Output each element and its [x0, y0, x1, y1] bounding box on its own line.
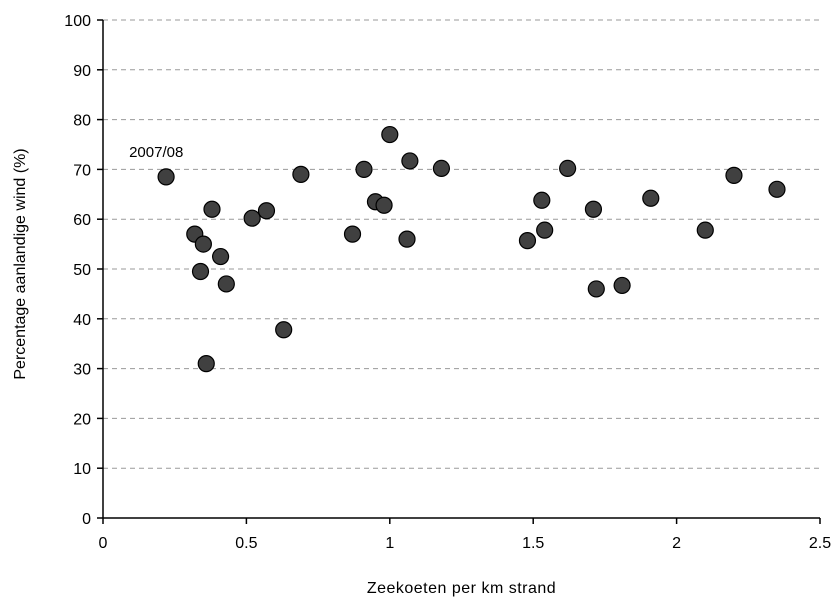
x-tick-label: 0 — [99, 535, 108, 552]
data-point — [343, 225, 362, 243]
annotations: 2007/08 — [129, 144, 183, 161]
x-axis-title: Zeekoeten per km strand — [367, 580, 556, 597]
data-point — [211, 247, 230, 266]
x-tick-label: 2.5 — [809, 535, 831, 552]
data-point — [197, 355, 215, 373]
x-tick-label: 2 — [672, 535, 681, 552]
y-tick-label: 0 — [82, 511, 91, 528]
y-tick-label: 40 — [73, 312, 91, 329]
data-point — [275, 321, 293, 339]
data-point — [157, 168, 175, 186]
data-point — [533, 191, 551, 209]
data-point — [292, 165, 310, 183]
y-tick-label: 100 — [64, 13, 91, 30]
data-point — [355, 160, 373, 178]
data-point — [243, 209, 261, 227]
x-tick-label: 1.5 — [522, 535, 544, 552]
ticks: 0 10 20 30 40 50 60 70 80 90 100 0 0.5 1 1.5 2 2.5 — [64, 13, 831, 552]
y-tick-label: 90 — [73, 63, 91, 80]
data-point — [696, 221, 714, 239]
data-point — [191, 262, 210, 281]
x-tick-label: 0.5 — [235, 535, 257, 552]
data-point — [381, 125, 399, 144]
y-tick-label: 10 — [73, 461, 91, 478]
y-tick-label: 70 — [73, 162, 91, 179]
y-tick-label: 50 — [73, 262, 91, 279]
data-point — [518, 232, 537, 250]
x-tick-label: 1 — [385, 535, 394, 552]
data-point — [613, 276, 631, 295]
data-point — [725, 166, 743, 184]
data-point — [432, 159, 451, 178]
y-tick-label: 60 — [73, 212, 91, 229]
data-point — [768, 180, 786, 198]
y-tick-label: 20 — [73, 411, 91, 428]
data-point — [217, 275, 235, 293]
y-axis-title: Percentage aanlandige wind (%) — [12, 148, 29, 379]
data-point — [398, 230, 416, 248]
data-point — [642, 189, 660, 207]
data-point — [194, 235, 212, 253]
gridlines — [103, 19, 820, 469]
axes — [102, 20, 820, 519]
data-point — [584, 200, 603, 218]
y-tick-label: 30 — [73, 362, 91, 379]
data-points — [157, 125, 786, 373]
data-point — [587, 280, 605, 298]
data-point — [257, 202, 276, 220]
data-point — [559, 159, 577, 178]
data-point — [536, 221, 554, 239]
data-point — [401, 152, 419, 170]
data-point — [203, 200, 221, 218]
y-tick-label: 80 — [73, 113, 91, 130]
data-point — [375, 196, 393, 214]
annotation-label: 2007/08 — [129, 144, 183, 161]
